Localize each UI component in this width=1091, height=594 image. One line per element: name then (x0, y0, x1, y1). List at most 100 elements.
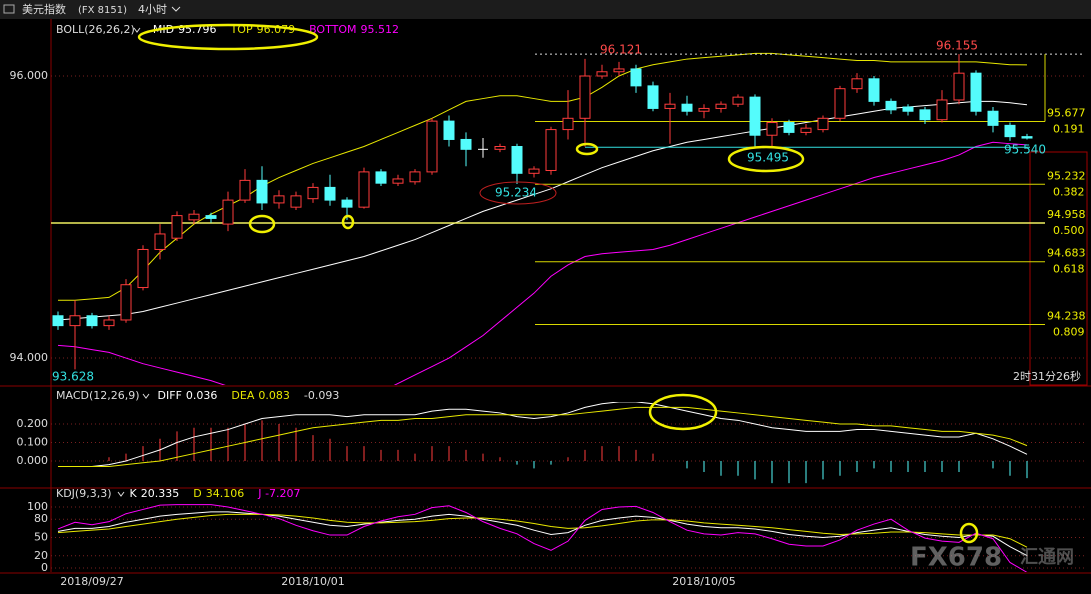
indicator-name: MACD(12,26,9) (56, 389, 140, 402)
annotation-label: 96.121 (600, 43, 642, 57)
candle-body (52, 315, 64, 327)
legend-value: 34.106 (206, 487, 245, 500)
y-tick-label: 96.000 (10, 69, 49, 82)
candle-body (443, 120, 455, 140)
period-dropdown[interactable] (171, 6, 181, 12)
candle-body (239, 179, 251, 201)
legend-name: J (257, 487, 261, 500)
candle-body (698, 107, 710, 112)
period[interactable]: 4小时 (138, 3, 167, 16)
countdown: 2时31分26秒 (1013, 369, 1081, 383)
candle-body (69, 315, 81, 327)
candle-body (273, 195, 285, 204)
symbol-code: (FX 8151) (78, 5, 127, 16)
toolbar-icon[interactable] (3, 4, 15, 14)
highlight-ellipse (341, 214, 355, 230)
candle-body (324, 186, 336, 201)
legend-name: DIFF (158, 389, 182, 402)
candle-body (868, 78, 880, 102)
kdj-panel (51, 504, 1087, 572)
level-ratio: 0.618 (1053, 263, 1085, 276)
x-tick-label: 2018/10/01 (281, 575, 344, 588)
legend-value: -0.093 (304, 389, 339, 402)
y-tick-label: 20 (34, 549, 48, 562)
highlight-ellipse (479, 181, 557, 205)
indicator-line (57, 100, 1028, 321)
indicator-dropdown[interactable] (117, 491, 125, 497)
candle-body (817, 117, 829, 131)
level-ratio: 0.382 (1053, 185, 1085, 198)
annotation-label: 95.540 (1004, 143, 1046, 157)
candle-body (681, 103, 693, 112)
candle-body (800, 127, 812, 133)
price-box (1029, 151, 1088, 386)
legend-value: -7.207 (265, 487, 300, 500)
highlight-ellipse (575, 142, 599, 156)
indicator-header: MACD(12,26,9) DIFF 0.036 DEA 0.083 -0.093 (56, 389, 339, 402)
y-tick-label: 80 (34, 512, 48, 525)
candle-body (154, 233, 166, 250)
candle-body (171, 215, 183, 239)
candle-body (1004, 124, 1016, 138)
candle-body (511, 146, 523, 174)
candle-body (953, 72, 965, 101)
level-price: 94.958 (1047, 208, 1086, 221)
y-tick-label: 100 (27, 500, 48, 513)
toolbar (0, 0, 1091, 19)
candle-body (409, 171, 421, 183)
candle-body (749, 96, 761, 136)
indicator-line (57, 504, 1028, 572)
candle-body (545, 129, 557, 171)
y-tick-label: 0.000 (17, 454, 49, 467)
candle-body (919, 109, 931, 121)
legend-name: BOTTOM (309, 23, 356, 36)
level-ratio: 0.500 (1053, 224, 1085, 237)
candle-body (290, 195, 302, 208)
candle-body (579, 75, 591, 119)
candle-body (970, 72, 982, 112)
candle-body (613, 68, 625, 73)
legend-value: 0.083 (258, 389, 290, 402)
level-price: 94.683 (1047, 247, 1086, 260)
level-ratio: 0.809 (1053, 325, 1085, 338)
watermark: 汇通网 (1020, 547, 1074, 568)
candle-body (341, 199, 353, 208)
candle-body (766, 122, 778, 136)
legend-name: D (193, 487, 201, 500)
level-price: 95.232 (1047, 169, 1086, 182)
level-price: 95.677 (1047, 107, 1086, 120)
candle-body (596, 71, 608, 77)
candle-body (732, 96, 744, 105)
candle-body (664, 103, 676, 109)
legend-name: K (130, 487, 138, 500)
candle-body (120, 284, 132, 321)
candle-body (494, 146, 506, 150)
annotation-label: 95.234 (495, 186, 537, 200)
candle-body (528, 168, 540, 174)
highlight-ellipse (727, 145, 805, 173)
indicator-line (58, 402, 1028, 467)
indicator-line (58, 406, 1028, 467)
annotation-label: 93.628 (52, 370, 94, 384)
level-price: 94.238 (1047, 309, 1086, 322)
annotation-label: 96.155 (936, 39, 978, 53)
indicator-line (57, 513, 1028, 548)
legend-value: 0.036 (186, 389, 218, 402)
x-tick-label: 2018/09/27 (60, 575, 123, 588)
indicator-line (57, 141, 1028, 385)
y-tick-label: 0.200 (17, 417, 49, 430)
price-panel (51, 52, 1087, 385)
indicator-dropdown[interactable] (142, 393, 150, 399)
level-ratio: 0.191 (1053, 123, 1085, 136)
candle-body (103, 319, 115, 327)
legend-name: DEA (231, 389, 254, 402)
candle-body (426, 120, 438, 173)
candle-body (188, 213, 200, 221)
indicator-name: KDJ(9,3,3) (56, 487, 112, 500)
candle-body (885, 100, 897, 111)
indicator-dropdown[interactable] (133, 27, 141, 33)
candle-body (460, 138, 472, 150)
watermark: FX678 (910, 543, 1002, 573)
